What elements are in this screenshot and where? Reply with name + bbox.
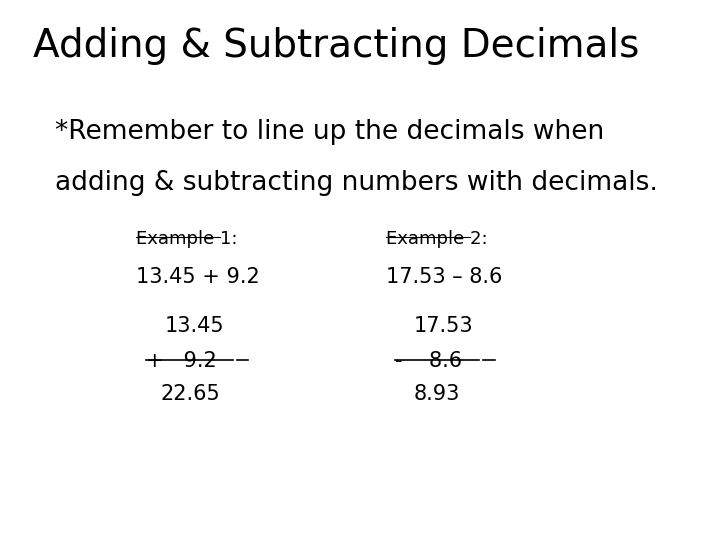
Text: 13.45: 13.45 [164, 316, 224, 336]
Text: adding & subtracting numbers with decimals.: adding & subtracting numbers with decima… [55, 170, 658, 196]
Text: +   9.2: + 9.2 [145, 351, 217, 371]
Text: Example 1:: Example 1: [136, 230, 238, 247]
Text: 17.53 – 8.6: 17.53 – 8.6 [385, 267, 502, 287]
Text: 13.45 + 9.2: 13.45 + 9.2 [136, 267, 260, 287]
Text: Example 2:: Example 2: [385, 230, 487, 247]
Text: 8.93: 8.93 [413, 384, 460, 404]
Text: 22.65: 22.65 [160, 384, 220, 404]
Text: Adding & Subtracting Decimals: Adding & Subtracting Decimals [32, 27, 639, 65]
Text: *Remember to line up the decimals when: *Remember to line up the decimals when [55, 119, 605, 145]
Text: -    8.6: - 8.6 [395, 351, 462, 371]
Text: 17.53: 17.53 [413, 316, 473, 336]
